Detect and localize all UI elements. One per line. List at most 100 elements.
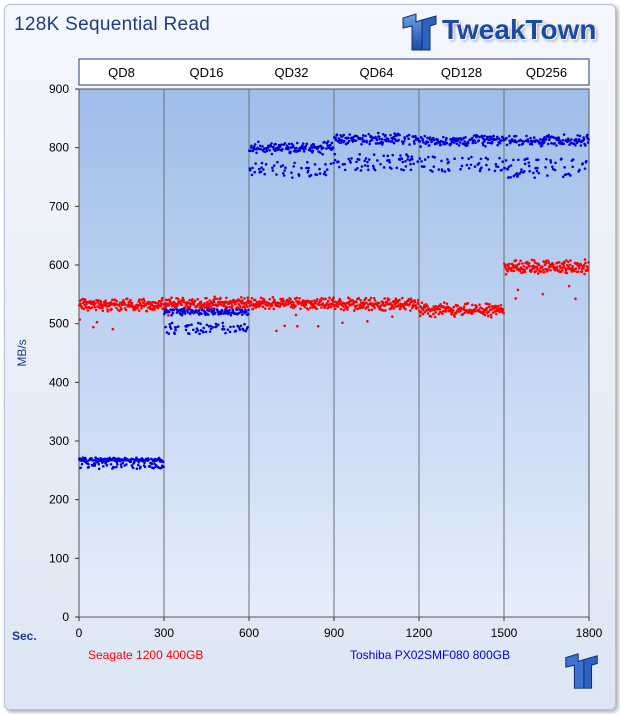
data-point [441, 312, 444, 315]
data-point [137, 309, 141, 312]
data-point [452, 141, 456, 144]
x-tick-label: 1800 [576, 626, 603, 640]
data-point [517, 262, 521, 265]
data-point [138, 298, 141, 301]
data-point [330, 302, 334, 306]
data-point [427, 155, 430, 159]
data-point [266, 304, 270, 307]
data-point [329, 143, 332, 147]
data-point [180, 303, 183, 307]
data-point [554, 161, 557, 165]
data-point [480, 166, 483, 170]
data-point [516, 174, 520, 177]
data-point [315, 300, 318, 303]
data-point [318, 172, 322, 175]
legend-series-1: Seagate 1200 400GB [88, 648, 203, 662]
data-point [387, 140, 390, 143]
data-point [354, 168, 357, 172]
data-point [319, 151, 322, 154]
data-point [503, 166, 507, 170]
data-point [429, 315, 433, 318]
data-point [271, 169, 275, 172]
data-point [313, 163, 317, 166]
data-point [355, 304, 359, 308]
data-point [481, 307, 484, 310]
data-point [303, 305, 306, 309]
data-point [92, 459, 96, 462]
data-point [376, 131, 380, 135]
data-point [200, 312, 203, 316]
data-point [83, 298, 87, 301]
data-point [110, 307, 113, 311]
data-point [281, 147, 284, 151]
data-point [523, 270, 527, 274]
data-point [201, 308, 204, 311]
data-point [380, 137, 384, 141]
data-point [252, 147, 256, 151]
y-tick-label: 600 [49, 258, 69, 272]
data-point [447, 160, 451, 164]
data-point [495, 135, 499, 139]
data-point [336, 139, 340, 143]
data-point [483, 138, 487, 142]
data-point [506, 270, 510, 273]
data-point [386, 137, 390, 141]
data-point [579, 263, 583, 267]
data-point [259, 296, 263, 300]
x-tick-label: 0 [76, 626, 83, 640]
data-point [352, 309, 356, 312]
data-point [362, 134, 365, 137]
data-point [485, 135, 489, 139]
data-point [310, 299, 314, 303]
data-point [467, 166, 471, 170]
data-point [445, 302, 449, 305]
data-point [116, 463, 119, 466]
data-point [527, 161, 531, 164]
data-point [346, 141, 350, 145]
grid [163, 89, 505, 617]
data-point [104, 299, 107, 302]
data-point [366, 320, 369, 323]
data-point [124, 303, 127, 307]
data-point [209, 324, 212, 328]
data-point [221, 321, 225, 325]
data-point [206, 313, 210, 316]
data-point [331, 300, 335, 303]
data-point [258, 144, 262, 148]
data-point [250, 144, 253, 148]
series-2-points [77, 131, 590, 471]
data-point [159, 304, 163, 308]
data-point [324, 173, 328, 177]
data-point [332, 161, 335, 165]
data-point [214, 322, 218, 326]
data-point [412, 303, 415, 306]
data-point [434, 311, 437, 314]
data-point [339, 307, 343, 311]
data-point [253, 298, 257, 302]
data-point [367, 158, 371, 161]
data-point [101, 306, 104, 310]
data-point [463, 140, 466, 143]
legend: Seagate 1200 400GB Toshiba PX02SMF080 800… [88, 648, 510, 662]
chart-title: 128K Sequential Read [14, 14, 211, 35]
data-point [384, 309, 387, 312]
data-point [547, 261, 551, 265]
data-point [278, 145, 282, 149]
data-point [341, 321, 344, 325]
data-point [291, 176, 294, 179]
data-point [177, 297, 180, 301]
data-point [566, 137, 570, 141]
data-point [586, 265, 589, 269]
data-point [351, 299, 355, 302]
data-point [364, 134, 367, 138]
data-point [410, 155, 414, 158]
data-point [567, 284, 571, 288]
data-point [160, 302, 163, 305]
data-point [92, 300, 96, 303]
data-point [196, 329, 200, 332]
data-point [459, 309, 462, 313]
data-point [80, 462, 84, 466]
phase-header: QD8 QD16 QD32 QD64 QD128 QD256 [78, 58, 590, 86]
data-point [309, 149, 312, 152]
data-point [406, 158, 410, 161]
